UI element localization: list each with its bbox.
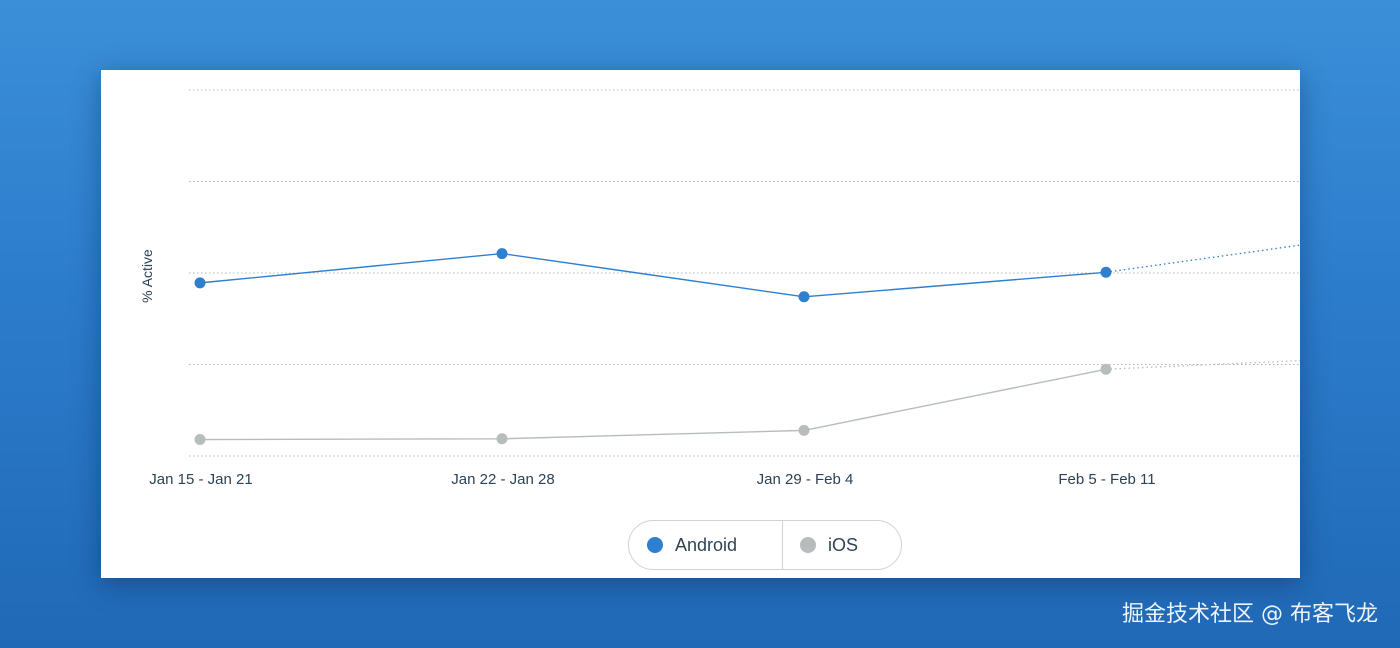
series-line-android bbox=[199, 252, 1107, 298]
data-point-android bbox=[496, 248, 508, 260]
chart-card: Jan 15 - Jan 21 Jan 22 - Jan 28 Jan 29 - F… bbox=[101, 70, 1300, 578]
legend-label-android: Android bbox=[675, 534, 738, 555]
series-line-ios bbox=[199, 368, 1107, 441]
data-point-android bbox=[194, 277, 206, 289]
legend-item-android[interactable]: Android bbox=[629, 521, 783, 569]
data-point-ios bbox=[798, 424, 810, 436]
watermark: 掘金技术社区 @ 布客飞龙 bbox=[1122, 602, 1378, 627]
projection-line-android bbox=[1105, 244, 1300, 273]
x-tick-label: Jan 22 - Jan 28 bbox=[451, 471, 554, 488]
data-point-android bbox=[1100, 266, 1112, 278]
data-point-ios bbox=[194, 434, 206, 446]
projection-line-ios bbox=[1105, 359, 1300, 370]
data-point-ios bbox=[496, 433, 508, 445]
data-point-android bbox=[798, 291, 810, 303]
x-tick-label: Jan 15 - Jan 21 bbox=[149, 471, 252, 488]
legend-dot-android bbox=[647, 537, 663, 553]
chart-legend: Android iOS bbox=[628, 520, 902, 570]
legend-dot-ios bbox=[800, 537, 816, 553]
x-tick-label: Feb 5 - Feb 11 bbox=[1058, 471, 1155, 488]
legend-item-ios[interactable]: iOS bbox=[783, 521, 901, 569]
legend-label-ios: iOS bbox=[828, 534, 859, 555]
data-point-ios bbox=[1100, 363, 1112, 375]
line-chart: Jan 15 - Jan 21 Jan 22 - Jan 28 Jan 29 - F… bbox=[149, 89, 1300, 488]
y-axis-label: % Active bbox=[139, 249, 155, 303]
x-tick-label: Jan 29 - Feb 4 bbox=[757, 471, 854, 488]
